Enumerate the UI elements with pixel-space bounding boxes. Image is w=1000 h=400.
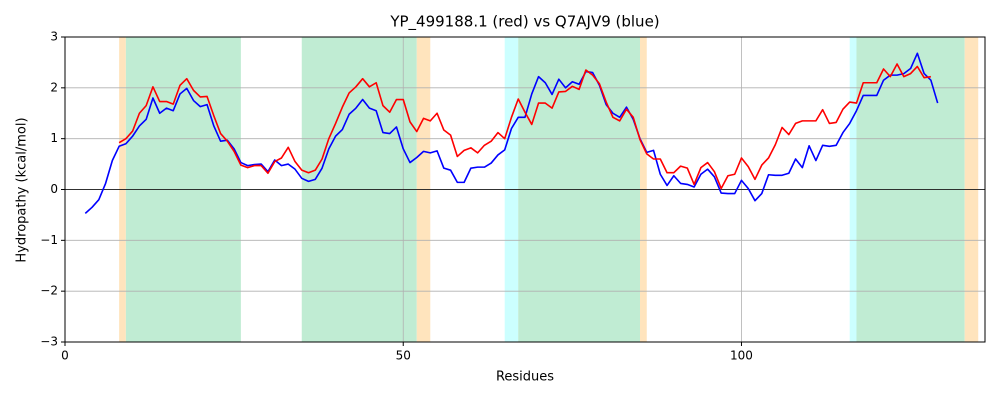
y-tick-label: −3 — [40, 335, 58, 349]
data-line — [118, 63, 931, 190]
x-tick-label: 100 — [730, 349, 753, 363]
plot-frame — [64, 36, 986, 343]
x-axis-label: Residues — [496, 370, 554, 385]
y-axis-label: Hydropathy (kcal/mol) — [15, 117, 30, 262]
x-tick-label: 50 — [396, 349, 411, 363]
y-tick-label: −1 — [40, 233, 58, 247]
y-tick-label: 2 — [50, 80, 58, 94]
y-tick-label: 3 — [50, 30, 58, 44]
chart-title: YP_499188.1 (red) vs Q7AJV9 (blue) — [389, 13, 659, 32]
x-tick-label: 0 — [61, 349, 69, 363]
y-tick-label: 0 — [50, 182, 58, 196]
y-tick-label: −2 — [40, 284, 58, 298]
y-tick-label: 1 — [50, 131, 58, 145]
